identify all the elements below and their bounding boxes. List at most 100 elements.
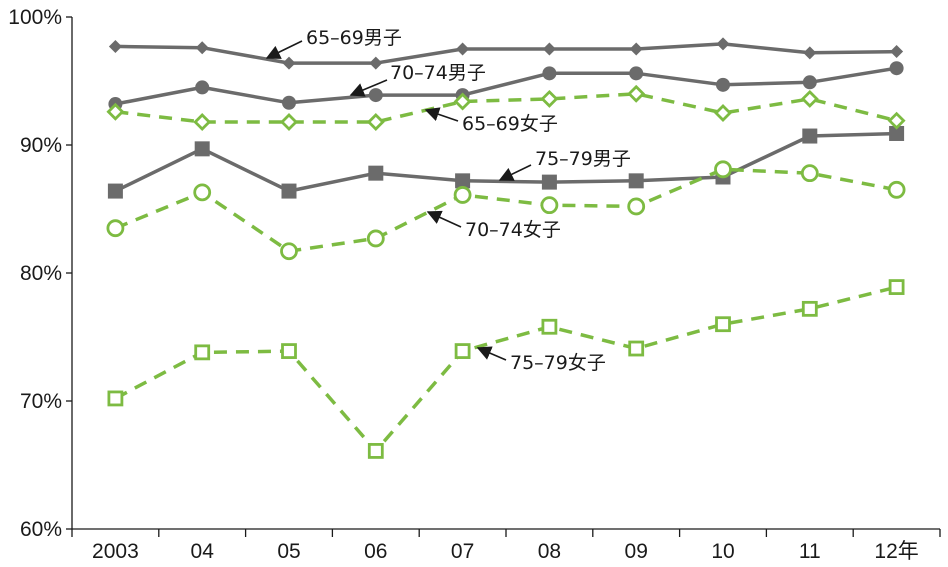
data-point-circle xyxy=(889,61,904,76)
annotation-label: 70–74女子 xyxy=(465,219,561,241)
data-point-square xyxy=(715,316,731,333)
x-tick-label: 12年 xyxy=(874,540,918,563)
data-point-diamond xyxy=(369,56,383,70)
y-axis: 60% 70% 80% 90% 100% xyxy=(8,6,73,541)
data-point-diamond xyxy=(106,102,125,121)
y-tick-label: 90% xyxy=(20,134,62,157)
series-line xyxy=(114,285,898,453)
annotation-arrow xyxy=(265,40,303,59)
x-tick-label: 09 xyxy=(625,540,648,563)
series-annotation: 65–69女子 xyxy=(424,107,558,135)
x-axis: 2003 04 05 06 07 08 09 10 11 12年 xyxy=(71,528,941,563)
data-point-square xyxy=(107,390,124,407)
y-tick-label: 80% xyxy=(20,262,62,285)
series-line xyxy=(114,167,897,253)
data-point-circle xyxy=(280,242,298,261)
data-point-circle xyxy=(802,75,817,90)
data-point-square xyxy=(454,343,471,359)
y-tick-label: 100% xyxy=(8,6,62,29)
data-point-diamond xyxy=(800,89,819,108)
data-point-square xyxy=(541,174,557,190)
data-point-diamond xyxy=(453,92,472,111)
data-point-diamond xyxy=(716,37,730,51)
data-point-square xyxy=(889,125,905,141)
data-point-diamond xyxy=(803,46,817,60)
data-point-circle xyxy=(366,229,385,248)
series-male-0 xyxy=(108,37,904,70)
annotation-label: 65–69男子 xyxy=(306,27,402,49)
annotation-arrow xyxy=(424,107,459,122)
data-point-diamond xyxy=(108,39,122,53)
data-point-circle xyxy=(193,183,212,202)
data-point-diamond xyxy=(887,111,906,130)
x-tick-label: 07 xyxy=(451,540,474,563)
data-point-diamond xyxy=(282,56,296,70)
annotation-arrow xyxy=(426,210,462,228)
data-point-circle xyxy=(195,80,210,95)
series-annotation: 75–79男子 xyxy=(498,148,631,181)
data-point-circle xyxy=(716,77,730,92)
series-male-1 xyxy=(108,61,904,112)
data-point-square xyxy=(107,183,123,199)
data-point-diamond xyxy=(542,42,556,56)
data-point-square xyxy=(194,344,211,361)
series-female-4 xyxy=(106,160,906,261)
series-line xyxy=(114,131,897,193)
data-point-circle xyxy=(800,164,819,183)
data-point-square xyxy=(888,279,905,295)
data-point-square xyxy=(628,340,645,357)
series-line xyxy=(115,42,897,65)
x-tick-label: 10 xyxy=(711,540,734,563)
data-point-diamond xyxy=(890,45,904,59)
data-point-square xyxy=(628,173,644,189)
annotation-arrow xyxy=(476,346,507,361)
data-point-square xyxy=(281,343,297,359)
x-tick-label: 05 xyxy=(277,540,300,563)
data-point-diamond xyxy=(629,42,643,56)
data-point-circle xyxy=(106,219,125,238)
x-tick-label: 2003 xyxy=(92,540,139,563)
data-point-square xyxy=(281,183,297,199)
series-layer xyxy=(106,37,906,459)
data-point-square xyxy=(368,165,384,181)
data-point-diamond xyxy=(280,112,298,131)
data-point-square xyxy=(541,318,558,335)
annotation-label: 70–74男子 xyxy=(390,62,486,84)
annotation-label: 75–79女子 xyxy=(510,352,606,374)
x-tick-label: 04 xyxy=(191,540,215,563)
data-point-circle xyxy=(368,88,383,103)
annotation-label: 65–69女子 xyxy=(462,113,558,135)
annotation-layer: 65–69男子 70–74男子 65–69女子 75–79男子 70–74女子 75–79… xyxy=(265,27,631,374)
data-point-square xyxy=(802,128,818,144)
data-point-diamond xyxy=(195,41,209,55)
series-line xyxy=(115,66,897,106)
data-point-diamond xyxy=(366,112,385,131)
data-point-circle xyxy=(540,196,559,215)
annotation-arrow xyxy=(349,79,388,97)
x-tick-label: 06 xyxy=(364,540,387,563)
data-point-diamond xyxy=(627,84,646,103)
data-point-diamond xyxy=(714,104,732,122)
series-female-5 xyxy=(107,279,905,459)
data-point-circle xyxy=(453,186,472,204)
data-point-circle xyxy=(629,66,644,81)
series-annotation: 70–74女子 xyxy=(426,210,561,241)
y-tick-label: 60% xyxy=(20,518,62,541)
data-point-diamond xyxy=(193,112,212,131)
data-point-square xyxy=(455,173,471,189)
data-point-diamond xyxy=(540,89,559,108)
data-point-circle xyxy=(542,66,557,81)
x-tick-label: 08 xyxy=(538,540,561,563)
annotation-label: 75–79男子 xyxy=(535,148,631,170)
series-male-2 xyxy=(107,125,905,199)
data-point-circle xyxy=(887,180,906,199)
series-annotation: 70–74男子 xyxy=(349,62,486,97)
data-point-circle xyxy=(714,160,732,179)
annotation-arrow xyxy=(498,164,532,181)
data-point-square xyxy=(194,141,210,157)
data-point-diamond xyxy=(456,42,470,56)
x-tick-label: 11 xyxy=(799,540,821,563)
series-female-3 xyxy=(106,84,906,131)
data-point-square xyxy=(367,443,384,459)
